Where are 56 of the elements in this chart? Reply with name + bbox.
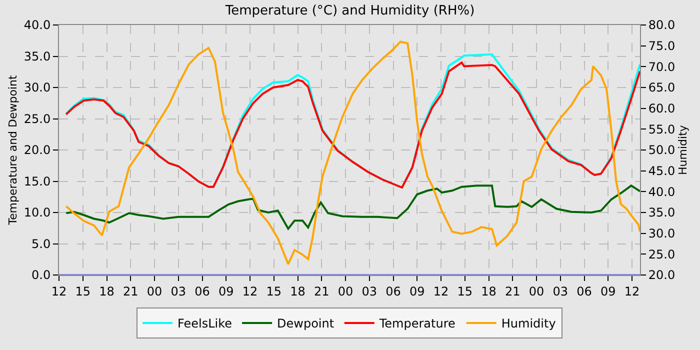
y-tick-label: 10.0 — [24, 206, 51, 220]
y2-axis-title: Humidity — [676, 124, 690, 175]
y-tick-label: 25.0 — [24, 112, 51, 126]
y2-tick-label: 60.0 — [648, 102, 676, 116]
y-axis-title: Temperature and Dewpoint — [6, 74, 20, 226]
y-tick-label: 40.0 — [24, 18, 51, 32]
x-tick-label: 15 — [75, 284, 91, 298]
y-tick-label: 30.0 — [24, 80, 51, 95]
x-tick-label: 12 — [242, 284, 258, 298]
x-tick-label: 03 — [170, 284, 186, 298]
legend-label: Humidity — [501, 316, 556, 331]
y2-tick-label: 25.0 — [648, 247, 676, 262]
line-series — [65, 184, 640, 230]
x-tick-label: 18 — [290, 284, 306, 298]
x-tick-label: 06 — [194, 284, 210, 298]
x-tick-label: 03 — [552, 284, 568, 298]
x-tick-label: 06 — [576, 284, 592, 298]
x-tick-label: 00 — [146, 284, 162, 298]
x-tick-label: 21 — [505, 284, 520, 298]
x-tick-label: 12 — [433, 284, 449, 298]
chart-title: Temperature (°C) and Humidity (RH%) — [224, 3, 475, 18]
legend-label: Dewpoint — [277, 316, 334, 331]
y-tick-label: 35.0 — [24, 49, 51, 64]
x-tick-label: 21 — [122, 284, 138, 298]
x-tick-label: 09 — [218, 284, 234, 298]
x-tick-label: 15 — [266, 284, 282, 298]
line-series — [65, 40, 640, 266]
y2-tick-label: 55.0 — [648, 122, 676, 136]
y-tick-label: 15.0 — [24, 174, 51, 188]
x-tick-label: 00 — [528, 284, 544, 298]
x-tick-label: 00 — [338, 284, 354, 298]
y2-tick-label: 80.0 — [648, 18, 676, 32]
x-tick-label: 06 — [386, 284, 401, 298]
y2-tick-label: 30.0 — [648, 226, 676, 241]
y-tick-label: 5.0 — [32, 236, 51, 251]
x-tick-label: 18 — [481, 284, 496, 298]
y2-tick-label: 45.0 — [648, 164, 676, 178]
x-tick-label: 15 — [457, 284, 473, 298]
y2-tick-label: 20.0 — [648, 268, 676, 282]
y2-tick-label: 50.0 — [648, 143, 676, 158]
x-tick-label: 03 — [362, 284, 378, 298]
y-tick-label: 0.0 — [32, 268, 51, 282]
legend-label: Temperature — [378, 316, 456, 331]
x-tick-label: 09 — [600, 284, 616, 298]
legend-label: FeelsLike — [178, 316, 232, 331]
x-tick-label: 09 — [410, 284, 425, 298]
y2-tick-label: 70.0 — [648, 60, 676, 74]
x-tick-label: 12 — [51, 284, 67, 298]
y2-tick-label: 75.0 — [648, 39, 676, 54]
x-tick-label: 21 — [314, 284, 330, 298]
y2-tick-label: 65.0 — [648, 80, 676, 95]
x-tick-label: 18 — [99, 284, 114, 298]
y2-tick-label: 40.0 — [648, 184, 676, 199]
x-tick-label: 12 — [624, 284, 640, 298]
y-tick-label: 20.0 — [24, 143, 51, 158]
y2-tick-label: 35.0 — [648, 206, 676, 220]
